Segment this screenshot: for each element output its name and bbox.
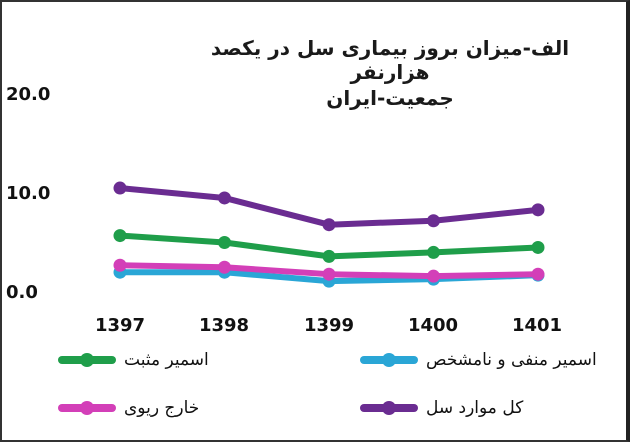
- data-point-s0-1400: [427, 214, 440, 228]
- legend-smear-negative: اسمیر منفی و نامشخص: [360, 350, 597, 370]
- legend-label-smear-positive: اسمیر مثبت: [124, 350, 209, 370]
- legend-swatch-all-tb: [360, 401, 418, 415]
- data-point-s0-1398: [218, 191, 231, 205]
- legend-smear-positive: اسمیر مثبت: [58, 350, 209, 370]
- data-point-s0-1399: [322, 218, 336, 232]
- x-tick-1398: 1398: [198, 315, 250, 336]
- data-point-s1-1397: [113, 229, 127, 243]
- data-point-s2-1401: [531, 267, 545, 281]
- y-tick-20: 20.0: [6, 84, 51, 105]
- legend-extrapulmonary: خارج ریوی: [58, 398, 199, 418]
- data-point-s1-1398: [218, 236, 231, 250]
- data-point-s2-1397: [113, 258, 127, 272]
- x-tick-1399: 1399: [303, 315, 355, 336]
- legend-label-smear-negative: اسمیر منفی و نامشخص: [426, 350, 597, 370]
- x-tick-1400: 1400: [407, 315, 459, 336]
- y-tick-10: 10.0: [6, 183, 51, 204]
- legend-swatch-extrapulmonary: [58, 401, 116, 415]
- data-point-s1-1401: [531, 240, 545, 254]
- data-point-s2-1399: [322, 267, 336, 281]
- chart-title: الف-میزان بروز بیماری سل در یکصد هزارنفر: [210, 36, 570, 84]
- data-point-s0-1401: [531, 203, 545, 217]
- data-point-s2-1398: [218, 260, 231, 274]
- chart-subtitle: جمعیت-ایران: [326, 86, 454, 110]
- data-point-s1-1400: [427, 245, 440, 259]
- data-point-s0-1397: [113, 181, 127, 195]
- legend-swatch-smear-negative: [360, 353, 418, 367]
- x-tick-1397: 1397: [94, 315, 146, 336]
- x-tick-1401: 1401: [511, 315, 563, 336]
- legend-label-extrapulmonary: خارج ریوی: [124, 398, 200, 418]
- y-tick-0: 0.0: [6, 282, 38, 303]
- legend-swatch-smear-positive: [58, 353, 116, 367]
- legend-label-all-tb: کل موارد سل: [426, 398, 524, 418]
- legend-all-tb: کل موارد سل: [360, 398, 523, 418]
- data-point-s1-1399: [322, 249, 336, 263]
- data-point-s2-1400: [427, 269, 440, 283]
